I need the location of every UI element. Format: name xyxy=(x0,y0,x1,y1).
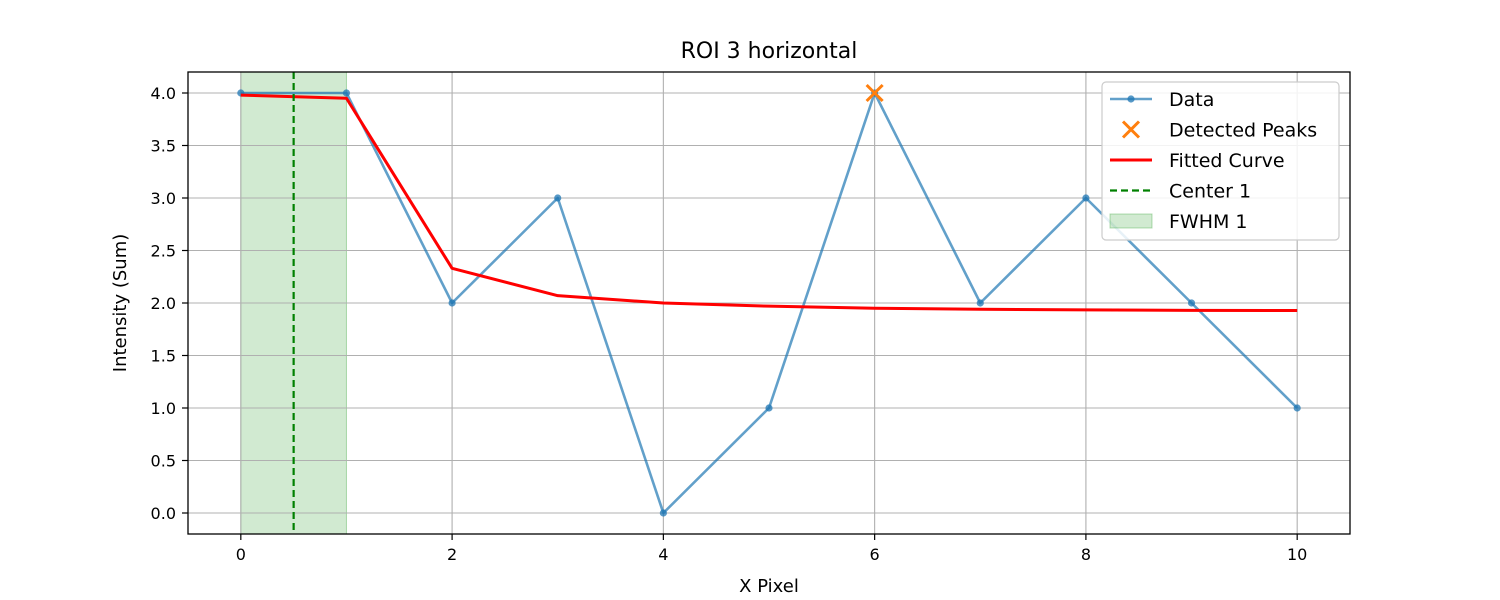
data-point xyxy=(1187,299,1196,307)
chart-title: ROI 3 horizontal xyxy=(681,39,858,64)
legend-label: Center 1 xyxy=(1169,181,1251,203)
x-axis-label: X Pixel xyxy=(739,576,799,597)
data-point xyxy=(554,194,562,202)
x-tick-label: 10 xyxy=(1287,545,1307,564)
x-tick-label: 2 xyxy=(447,545,457,564)
y-tick-label: 1.0 xyxy=(151,399,176,418)
legend-box xyxy=(1101,81,1340,241)
legend-handle-data-marker xyxy=(1127,95,1135,103)
y-tick-label: 0.5 xyxy=(151,452,176,471)
legend-label: Detected Peaks xyxy=(1169,120,1317,142)
y-tick-label: 2.5 xyxy=(151,242,176,261)
legend-handle-peaks xyxy=(1121,120,1141,139)
data-point xyxy=(1293,404,1301,412)
data-point xyxy=(976,299,984,307)
legend: Data Detected Peaks Fitted Curve Center 1 FW… xyxy=(1101,81,1340,241)
data-point xyxy=(659,509,667,517)
legend-label: Data xyxy=(1169,89,1214,111)
x-tick-label: 0 xyxy=(236,545,246,564)
y-axis-label: Intensity (Sum) xyxy=(110,234,131,372)
y-tick-label: 1.5 xyxy=(151,347,176,366)
legend-label: FWHM 1 xyxy=(1169,211,1248,233)
plot-area: 0 2 4 6 8 10 0.0 0.5 1.0 1.5 2.0 2.5 3.0 3.5 4.0 xyxy=(151,71,1351,564)
legend-label: Fitted Curve xyxy=(1169,150,1285,172)
legend-handle-fwhm xyxy=(1109,213,1153,229)
data-point xyxy=(1082,194,1090,202)
y-tick-label: 3.5 xyxy=(151,137,176,156)
x-tick-label: 4 xyxy=(658,545,668,564)
y-tick-label: 3.0 xyxy=(151,189,176,208)
x-tick-label: 6 xyxy=(870,545,880,564)
peak-marker-stroke xyxy=(865,83,884,103)
data-point xyxy=(765,404,773,412)
data-point xyxy=(342,89,351,97)
data-point xyxy=(448,299,456,307)
y-tick-label: 4.0 xyxy=(151,84,176,103)
fitted-curve-line xyxy=(240,93,1298,313)
x-tick-label: 8 xyxy=(1081,545,1091,564)
y-tick-label: 0.0 xyxy=(151,504,176,523)
y-tick-label: 2.0 xyxy=(151,294,176,313)
peak-marker xyxy=(865,83,884,103)
